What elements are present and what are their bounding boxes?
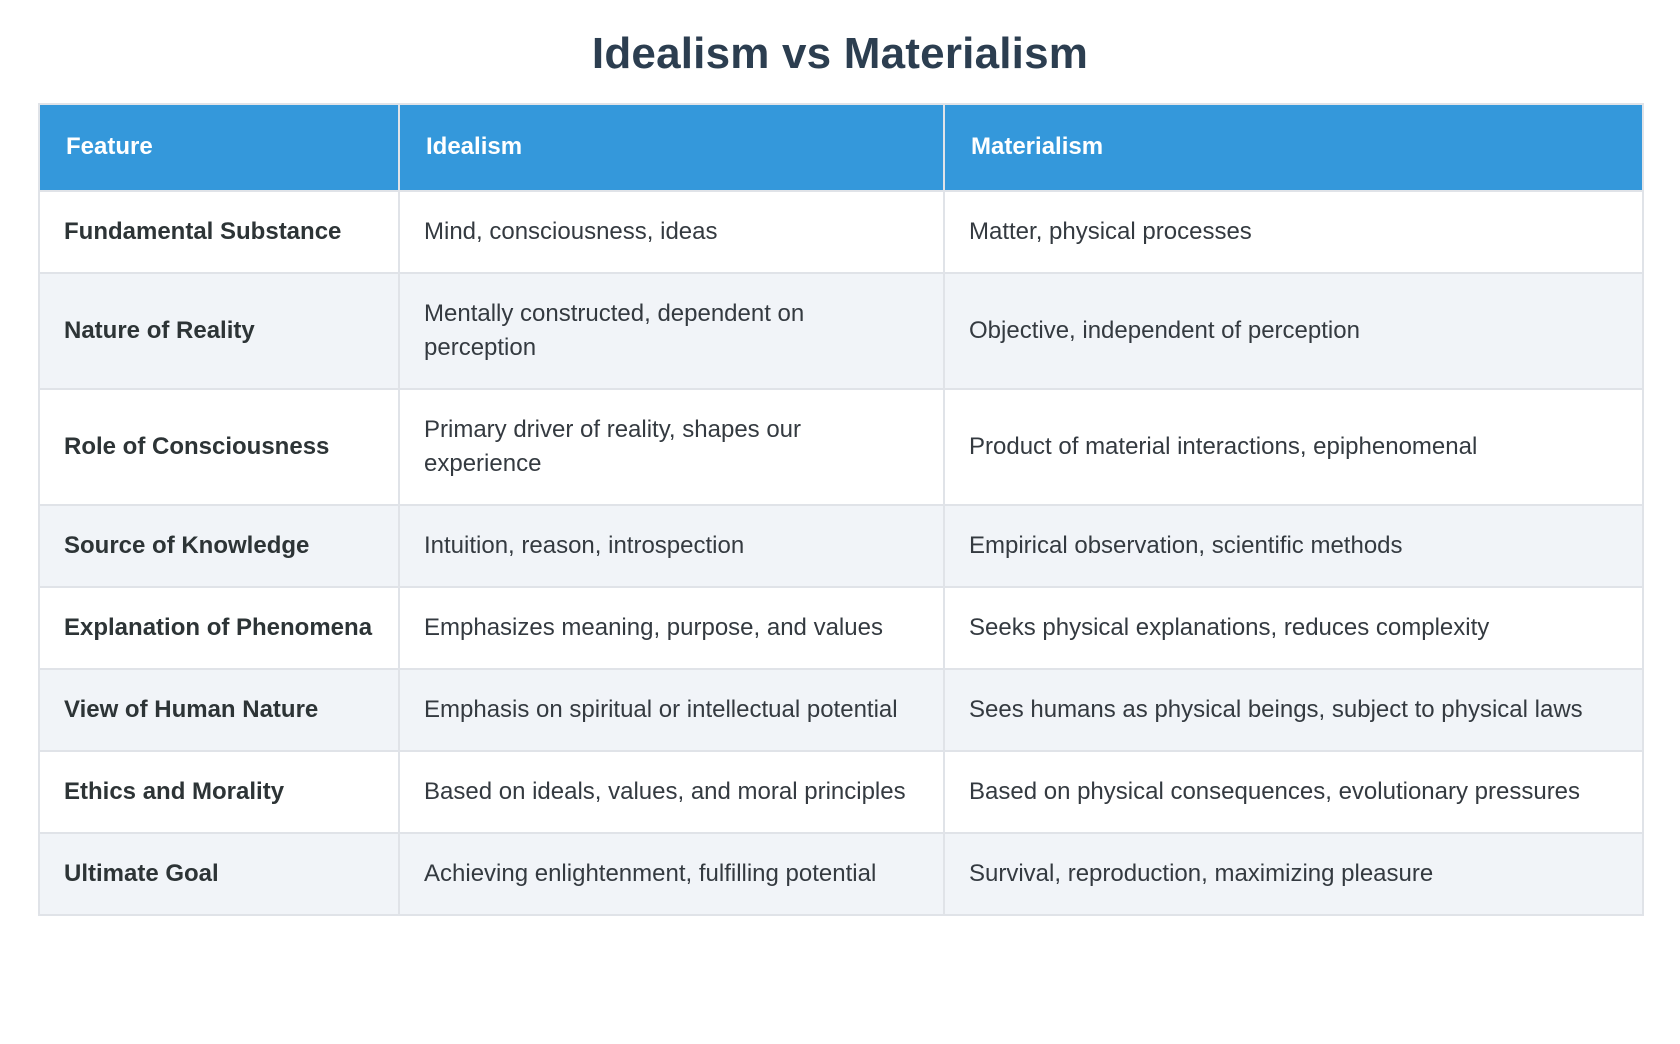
feature-cell: Source of Knowledge [38,503,400,589]
table-row: Nature of Reality Mentally constructed, … [38,271,1644,390]
comparison-table: Feature Idealism Materialism Fundamental… [38,102,1644,917]
materialism-cell: Empirical observation, scientific method… [943,503,1644,589]
table-row: Source of Knowledge Intuition, reason, i… [38,503,1644,589]
table-row: Explanation of Phenomena Emphasizes mean… [38,586,1644,671]
table-header: Feature Idealism Materialism [38,102,1644,192]
idealism-cell: Mind, consciousness, ideas [398,189,945,274]
idealism-cell: Intuition, reason, introspection [398,503,945,589]
table-body: Fundamental Substance Mind, consciousnes… [38,189,1644,917]
table-row: Ultimate Goal Achieving enlightenment, f… [38,832,1644,917]
feature-cell: Ultimate Goal [38,832,400,917]
column-header-materialism: Materialism [943,102,1644,192]
materialism-cell: Seeks physical explanations, reduces com… [943,586,1644,671]
feature-cell: Fundamental Substance [38,189,400,274]
idealism-cell: Based on ideals, values, and moral princ… [398,750,945,835]
idealism-cell: Emphasizes meaning, purpose, and values [398,586,945,671]
materialism-cell: Survival, reproduction, maximizing pleas… [943,832,1644,917]
header-row: Feature Idealism Materialism [38,102,1644,192]
column-header-idealism: Idealism [398,102,945,192]
column-header-feature: Feature [38,102,400,192]
idealism-cell: Mentally constructed, dependent on perce… [398,271,945,390]
materialism-cell: Based on physical consequences, evolutio… [943,750,1644,835]
feature-cell: Ethics and Morality [38,750,400,835]
table-row: Ethics and Morality Based on ideals, val… [38,750,1644,835]
materialism-cell: Matter, physical processes [943,189,1644,274]
page-title: Idealism vs Materialism [591,29,1089,78]
idealism-cell: Achieving enlightenment, fulfilling pote… [398,832,945,917]
table-row: Fundamental Substance Mind, consciousnes… [38,189,1644,274]
feature-cell: Explanation of Phenomena [38,586,400,671]
table-row: View of Human Nature Emphasis on spiritu… [38,668,1644,753]
idealism-cell: Primary driver of reality, shapes our ex… [398,387,945,506]
idealism-cell: Emphasis on spiritual or intellectual po… [398,668,945,753]
feature-cell: View of Human Nature [38,668,400,753]
materialism-cell: Product of material interactions, epiphe… [943,387,1644,506]
table-row: Role of Consciousness Primary driver of … [38,387,1644,506]
materialism-cell: Sees humans as physical beings, subject … [943,668,1644,753]
feature-cell: Role of Consciousness [38,387,400,506]
materialism-cell: Objective, independent of perception [943,271,1644,390]
feature-cell: Nature of Reality [38,271,400,390]
